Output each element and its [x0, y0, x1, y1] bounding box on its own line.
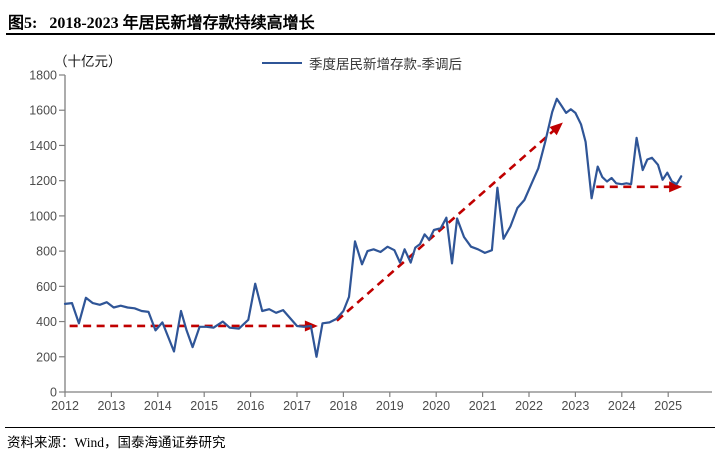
- x-tick-label: 2025: [654, 399, 682, 413]
- y-tick-label: 1600: [29, 104, 57, 118]
- y-tick-label: 200: [36, 350, 57, 364]
- legend-line-swatch: [262, 62, 302, 64]
- x-tick-label: 2016: [237, 399, 265, 413]
- x-tick-label: 2021: [469, 399, 497, 413]
- x-tick-label: 2022: [515, 399, 543, 413]
- y-axis-unit-label: （十亿元）: [54, 54, 122, 69]
- x-tick-label: 2024: [608, 399, 636, 413]
- y-tick-label: 1200: [29, 174, 57, 188]
- footer-divider: [5, 427, 715, 428]
- figure-number: 图5:: [8, 15, 38, 32]
- x-tick-label: 2018: [329, 399, 357, 413]
- y-tick-label: 0: [50, 386, 57, 400]
- figure-title-text: 2018-2023 年居民新增存款持续高增长: [49, 15, 315, 32]
- x-tick-label: 2017: [283, 399, 311, 413]
- figure-header: 图5: 2018-2023 年居民新增存款持续高增长: [6, 0, 715, 35]
- y-tick-label: 600: [36, 280, 57, 294]
- y-tick-label: 1000: [29, 209, 57, 223]
- x-tick-label: 2023: [561, 399, 589, 413]
- x-tick-label: 2020: [422, 399, 450, 413]
- y-tick-label: 400: [36, 315, 57, 329]
- legend-label: 季度居民新增存款-季调后: [309, 57, 462, 72]
- x-tick-label: 2015: [190, 399, 218, 413]
- rising-trend-2017-2022-arrowhead: [549, 122, 563, 136]
- chart-legend: 季度居民新增存款-季调后: [262, 53, 462, 73]
- x-tick-label: 2014: [144, 399, 172, 413]
- rising-trend-2017-2022: [336, 128, 556, 322]
- y-tick-label: 1800: [29, 69, 57, 83]
- flat-trend-2023-2025-arrowhead: [669, 181, 683, 193]
- x-tick-label: 2013: [97, 399, 125, 413]
- y-tick-label: 800: [36, 245, 57, 259]
- y-tick-label: 1400: [29, 139, 57, 153]
- source-note: 资料来源：Wind，国泰海通证券研究: [7, 435, 226, 450]
- x-tick-label: 2019: [376, 399, 404, 413]
- series-line: [63, 97, 683, 358]
- figure-title: 图5: 2018-2023 年居民新增存款持续高增长: [8, 9, 315, 33]
- x-tick-label: 2012: [51, 399, 79, 413]
